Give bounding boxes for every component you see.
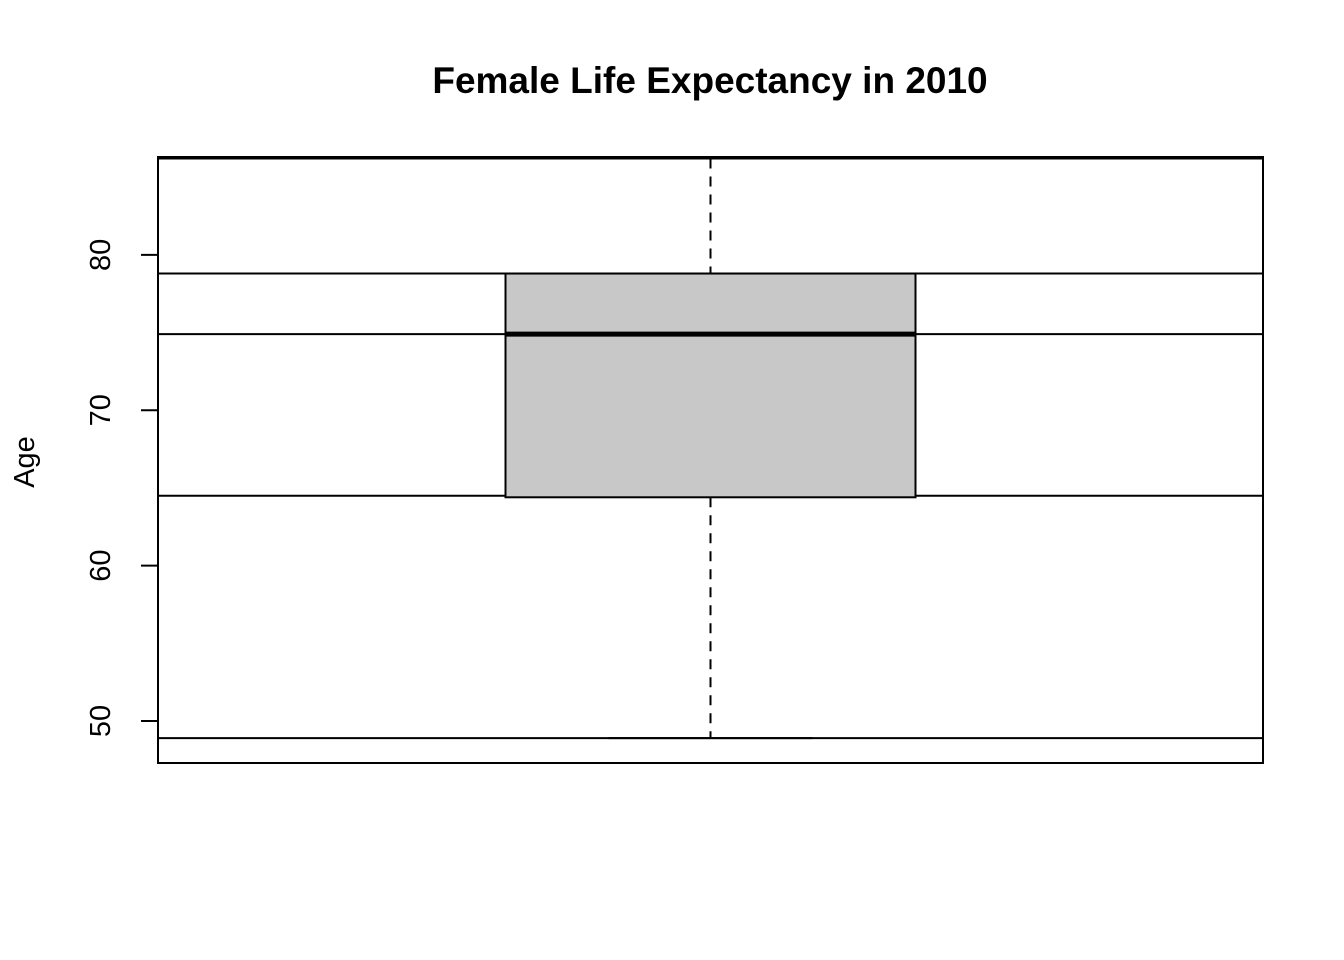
y-tick-label: 50 <box>85 705 117 737</box>
y-axis: 50 60 70 80 <box>85 239 159 737</box>
y-tick-label: 70 <box>85 394 117 426</box>
iqr-box <box>504 272 917 499</box>
chart-title: Female Life Expectancy in 2010 <box>432 60 987 101</box>
y-tick-label: 60 <box>85 550 117 582</box>
y-tick-label: 80 <box>85 239 117 271</box>
box-group <box>504 157 917 740</box>
plot-frame <box>157 156 1264 764</box>
y-axis-label: Age <box>9 436 41 488</box>
